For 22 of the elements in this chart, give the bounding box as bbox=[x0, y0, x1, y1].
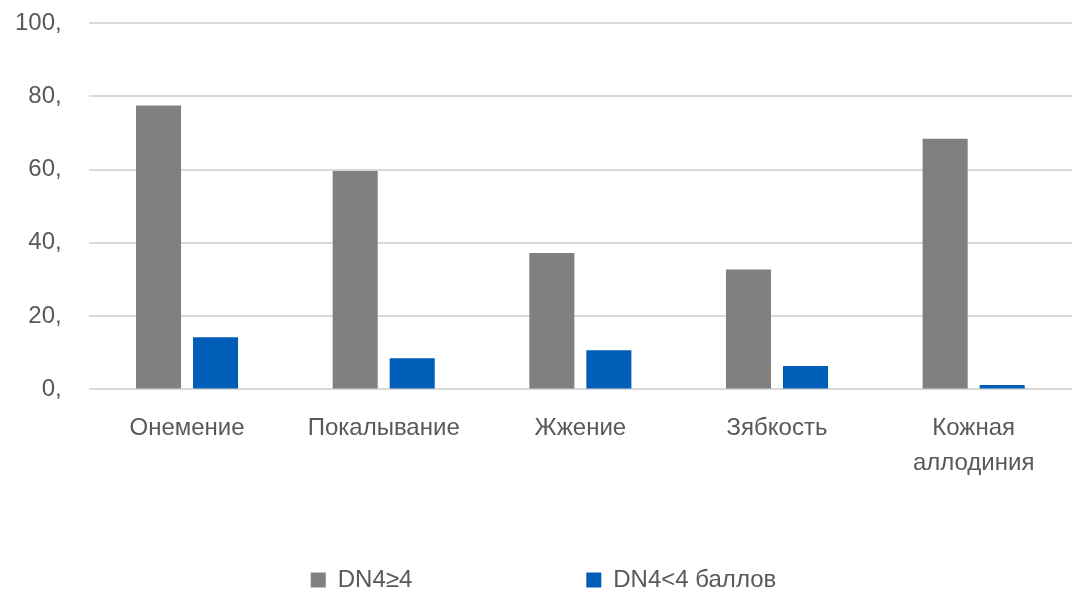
x-tick-label: Кожная аллодиния bbox=[912, 413, 1035, 476]
legend-label: DN4≥4 bbox=[337, 564, 413, 592]
bar bbox=[529, 253, 575, 389]
x-tick-label: Покалывание bbox=[307, 413, 460, 441]
y-tick-label: 40, bbox=[28, 227, 62, 255]
bar bbox=[725, 269, 772, 389]
bar bbox=[586, 350, 632, 389]
bar bbox=[332, 171, 378, 389]
x-tick-label: Жжение bbox=[534, 413, 627, 441]
y-tick-label: 0, bbox=[41, 374, 62, 402]
bar bbox=[193, 337, 239, 389]
legend-label: DN4<4 баллов bbox=[613, 564, 777, 592]
y-tick-label: 100, bbox=[14, 7, 62, 35]
bar bbox=[922, 138, 968, 389]
y-tick-label: 60, bbox=[28, 154, 62, 182]
x-tick-label: Онемение bbox=[129, 413, 245, 441]
bar bbox=[136, 105, 182, 389]
y-tick-label: 80, bbox=[28, 80, 62, 108]
bar bbox=[783, 365, 829, 389]
bar bbox=[389, 358, 435, 389]
y-tick-label: 20, bbox=[28, 300, 62, 328]
x-tick-label: Зябкость bbox=[726, 413, 828, 441]
